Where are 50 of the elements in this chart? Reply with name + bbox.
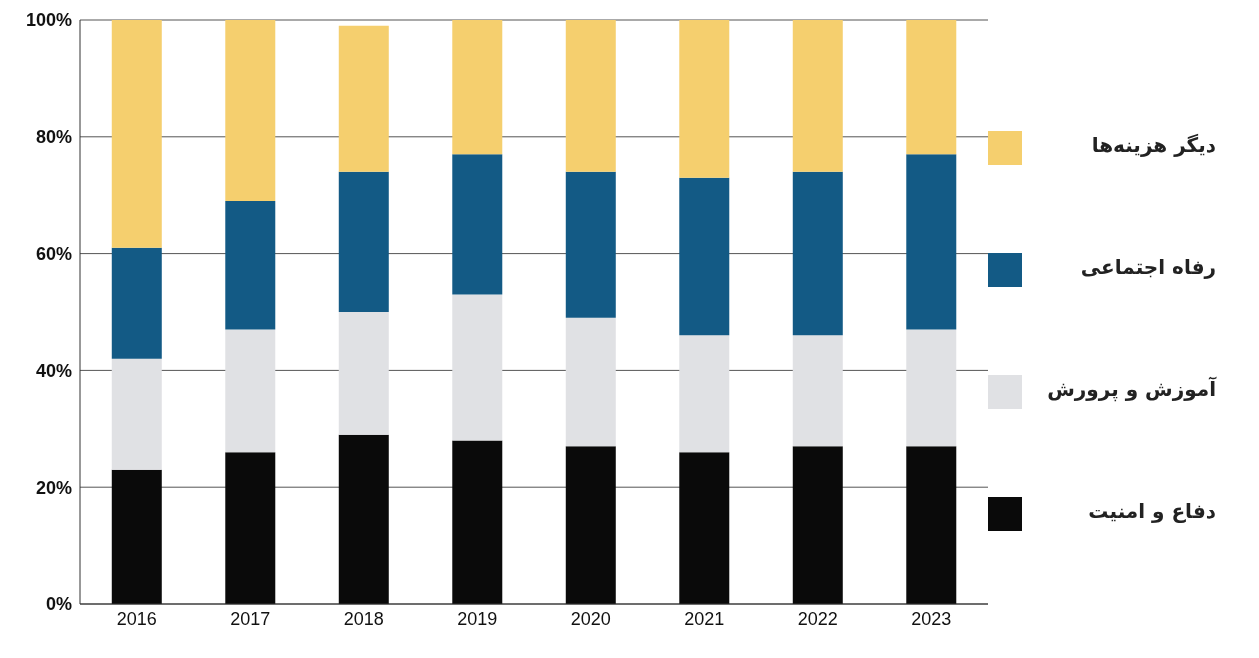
bar: [111, 20, 162, 248]
bar: [225, 20, 276, 202]
y-tick-label: 100%: [25, 10, 72, 31]
y-tick-label: 60%: [35, 243, 72, 264]
bar: [111, 358, 162, 470]
bar: [111, 247, 162, 359]
bar: [452, 294, 503, 441]
y-tick-label: 0%: [45, 594, 72, 615]
bar: [111, 469, 162, 604]
bar: [452, 440, 503, 604]
bar: [792, 171, 843, 336]
x-tick-label: 2019: [457, 608, 498, 629]
x-tick-label: 2020: [570, 608, 611, 629]
x-tick-label: 2018: [343, 608, 384, 629]
bar: [565, 171, 616, 318]
bar: [338, 312, 389, 435]
x-tick-label: 2016: [116, 608, 157, 629]
bar: [906, 329, 957, 447]
y-tick-label: 80%: [35, 127, 72, 148]
bar: [338, 434, 389, 604]
bar: [679, 20, 730, 178]
y-tick-label: 40%: [35, 360, 72, 381]
bar: [225, 452, 276, 604]
bar: [906, 154, 957, 330]
bar: [679, 177, 730, 336]
x-tick-label: 2017: [230, 608, 271, 629]
bar: [338, 25, 389, 172]
x-tick-label: 2022: [797, 608, 838, 629]
bar: [565, 20, 616, 172]
bar: [338, 171, 389, 312]
bar: [452, 20, 503, 155]
bar: [792, 20, 843, 172]
legend-label: آموزش و پرورش: [1046, 376, 1216, 404]
y-tick-label: 20%: [35, 477, 72, 498]
bar: [225, 201, 276, 330]
bar: [792, 335, 843, 447]
text: رفاه اجتماعی: [1079, 254, 1216, 281]
bar: [906, 20, 957, 155]
bar: [565, 317, 616, 447]
bar: [679, 335, 730, 453]
text: دیگر هزینه‌ها: [1090, 132, 1216, 159]
bar: [225, 329, 276, 453]
bar: [565, 446, 616, 604]
bar: [679, 452, 730, 604]
bar: [906, 446, 957, 604]
x-tick-label: 2023: [911, 608, 952, 629]
bar: [792, 446, 843, 604]
x-tick-label: 2021: [684, 608, 725, 629]
bar: [452, 154, 503, 295]
text: دفاع و امنیت: [1087, 498, 1216, 525]
